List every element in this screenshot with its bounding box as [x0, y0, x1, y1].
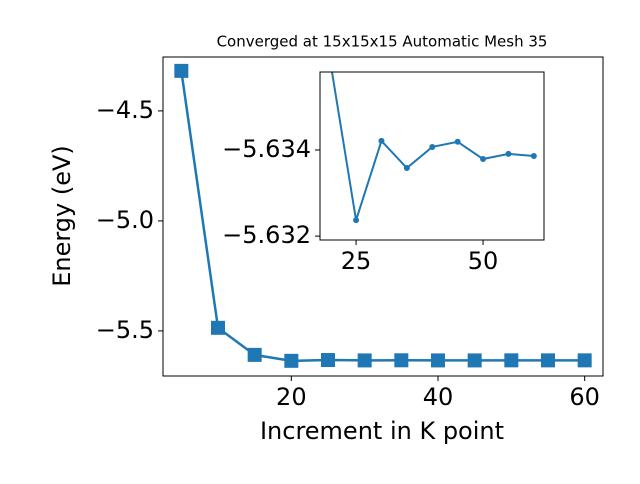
- marker: [284, 353, 299, 368]
- chart-title: Converged at 15x15x15 Automatic Mesh 35: [217, 33, 548, 51]
- marker: [504, 353, 519, 368]
- marker: [394, 353, 409, 368]
- marker: [353, 217, 360, 224]
- marker: [174, 63, 189, 78]
- marker: [321, 353, 335, 368]
- axes-frame: [162, 56, 604, 377]
- marker: [247, 347, 262, 362]
- marker: [403, 165, 410, 172]
- marker: [431, 353, 445, 368]
- marker: [467, 353, 482, 368]
- x-tick-label: 50: [468, 247, 499, 275]
- marker: [357, 353, 372, 368]
- marker: [378, 137, 385, 144]
- y-tick-label: −5.634: [222, 135, 311, 163]
- marker: [530, 153, 537, 159]
- x-tick-label: 20: [276, 383, 307, 411]
- x-tick-label: 40: [423, 383, 454, 411]
- marker: [577, 353, 592, 368]
- y-tick-label: −5.632: [222, 221, 311, 249]
- y-tick-label: −4.5: [96, 96, 154, 124]
- y-axis-label: Energy (eV): [48, 145, 76, 287]
- plot-series: [174, 63, 592, 368]
- marker: [211, 320, 225, 335]
- x-tick-label: 25: [341, 247, 372, 275]
- marker: [541, 353, 555, 368]
- marker: [480, 156, 487, 163]
- x-axis-label: Increment in K point: [260, 417, 504, 445]
- axes-frame: [319, 71, 545, 241]
- x-tick-label: 60: [569, 383, 600, 411]
- marker: [429, 143, 436, 150]
- y-tick-label: −5.0: [96, 206, 154, 234]
- y-tick-label: −5.5: [96, 316, 154, 344]
- marker: [454, 138, 461, 145]
- marker: [505, 150, 512, 157]
- plot-series: [330, 72, 537, 224]
